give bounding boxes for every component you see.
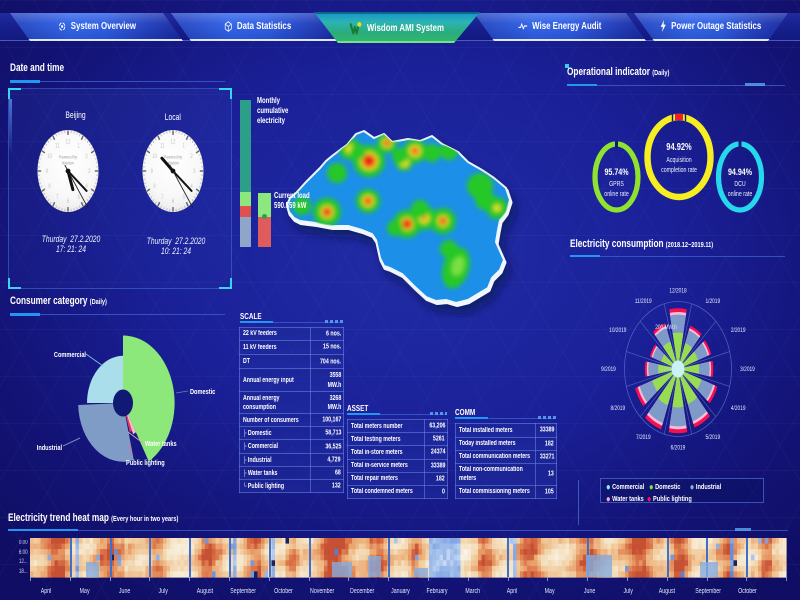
svg-text:5: 5: [77, 195, 80, 202]
svg-text:95.74%: 95.74%: [604, 166, 629, 177]
svg-text:2/2019: 2/2019: [731, 327, 746, 334]
svg-text:10/2019: 10/2019: [609, 327, 626, 334]
svg-text:6: 6: [67, 199, 70, 206]
svg-text:Water tanks: Water tanks: [145, 440, 177, 448]
svg-text:5: 5: [182, 195, 185, 202]
svg-text:7: 7: [161, 195, 164, 202]
svg-text:7: 7: [56, 195, 59, 202]
svg-text:7/2019: 7/2019: [636, 434, 651, 441]
svg-text:Commercial: Commercial: [54, 351, 86, 359]
svg-text:8: 8: [153, 184, 156, 191]
svg-text:10: 10: [152, 154, 157, 161]
svg-text:Public lighting: Public lighting: [126, 459, 165, 467]
svg-text:12/2018: 12/2018: [669, 288, 686, 295]
svg-text:2: 2: [85, 154, 88, 161]
svg-text:9/2019: 9/2019: [601, 366, 616, 373]
svg-text:3: 3: [88, 169, 91, 176]
svg-text:Wisdom: Wisdom: [167, 160, 180, 166]
svg-text:1: 1: [77, 143, 80, 150]
svg-text:8: 8: [48, 184, 51, 191]
svg-text:94.94%: 94.94%: [728, 166, 753, 177]
svg-text:Industrial: Industrial: [37, 444, 62, 452]
svg-text:1: 1: [182, 143, 185, 150]
svg-text:0 MW.h: 0 MW.h: [660, 366, 675, 373]
svg-text:11/2019: 11/2019: [635, 298, 652, 305]
svg-text:Powered by: Powered by: [59, 154, 78, 160]
svg-text:9: 9: [150, 169, 153, 176]
svg-text:Powered by: Powered by: [164, 154, 183, 160]
svg-text:2: 2: [190, 154, 193, 161]
svg-text:completion rate: completion rate: [661, 166, 697, 174]
svg-text:6: 6: [172, 199, 175, 206]
svg-text:Acquisition: Acquisition: [666, 156, 692, 164]
svg-text:11: 11: [55, 143, 60, 150]
svg-text:6/2019: 6/2019: [671, 445, 686, 452]
svg-text:3/2019: 3/2019: [740, 366, 755, 373]
svg-text:12: 12: [170, 139, 175, 146]
svg-text:DCU: DCU: [734, 180, 745, 188]
svg-text:Domestic: Domestic: [190, 388, 216, 396]
svg-text:8/2019: 8/2019: [610, 406, 625, 413]
svg-text:4/2019: 4/2019: [731, 406, 746, 413]
svg-text:11: 11: [160, 143, 165, 150]
svg-text:10: 10: [47, 154, 52, 161]
svg-text:GPRS: GPRS: [609, 180, 624, 188]
svg-text:Wisdom: Wisdom: [62, 160, 75, 166]
svg-text:9: 9: [45, 169, 48, 176]
svg-text:3: 3: [193, 169, 196, 176]
svg-text:5/2019: 5/2019: [705, 434, 720, 441]
svg-text:online rate: online rate: [728, 190, 753, 198]
svg-text:4: 4: [190, 184, 193, 191]
svg-text:200 MW.h: 200 MW.h: [655, 324, 677, 331]
svg-text:4: 4: [85, 184, 88, 191]
svg-text:94.92%: 94.92%: [666, 141, 692, 152]
svg-text:12: 12: [65, 139, 70, 146]
svg-text:1/2019: 1/2019: [705, 298, 720, 305]
svg-text:online rate: online rate: [604, 190, 629, 198]
